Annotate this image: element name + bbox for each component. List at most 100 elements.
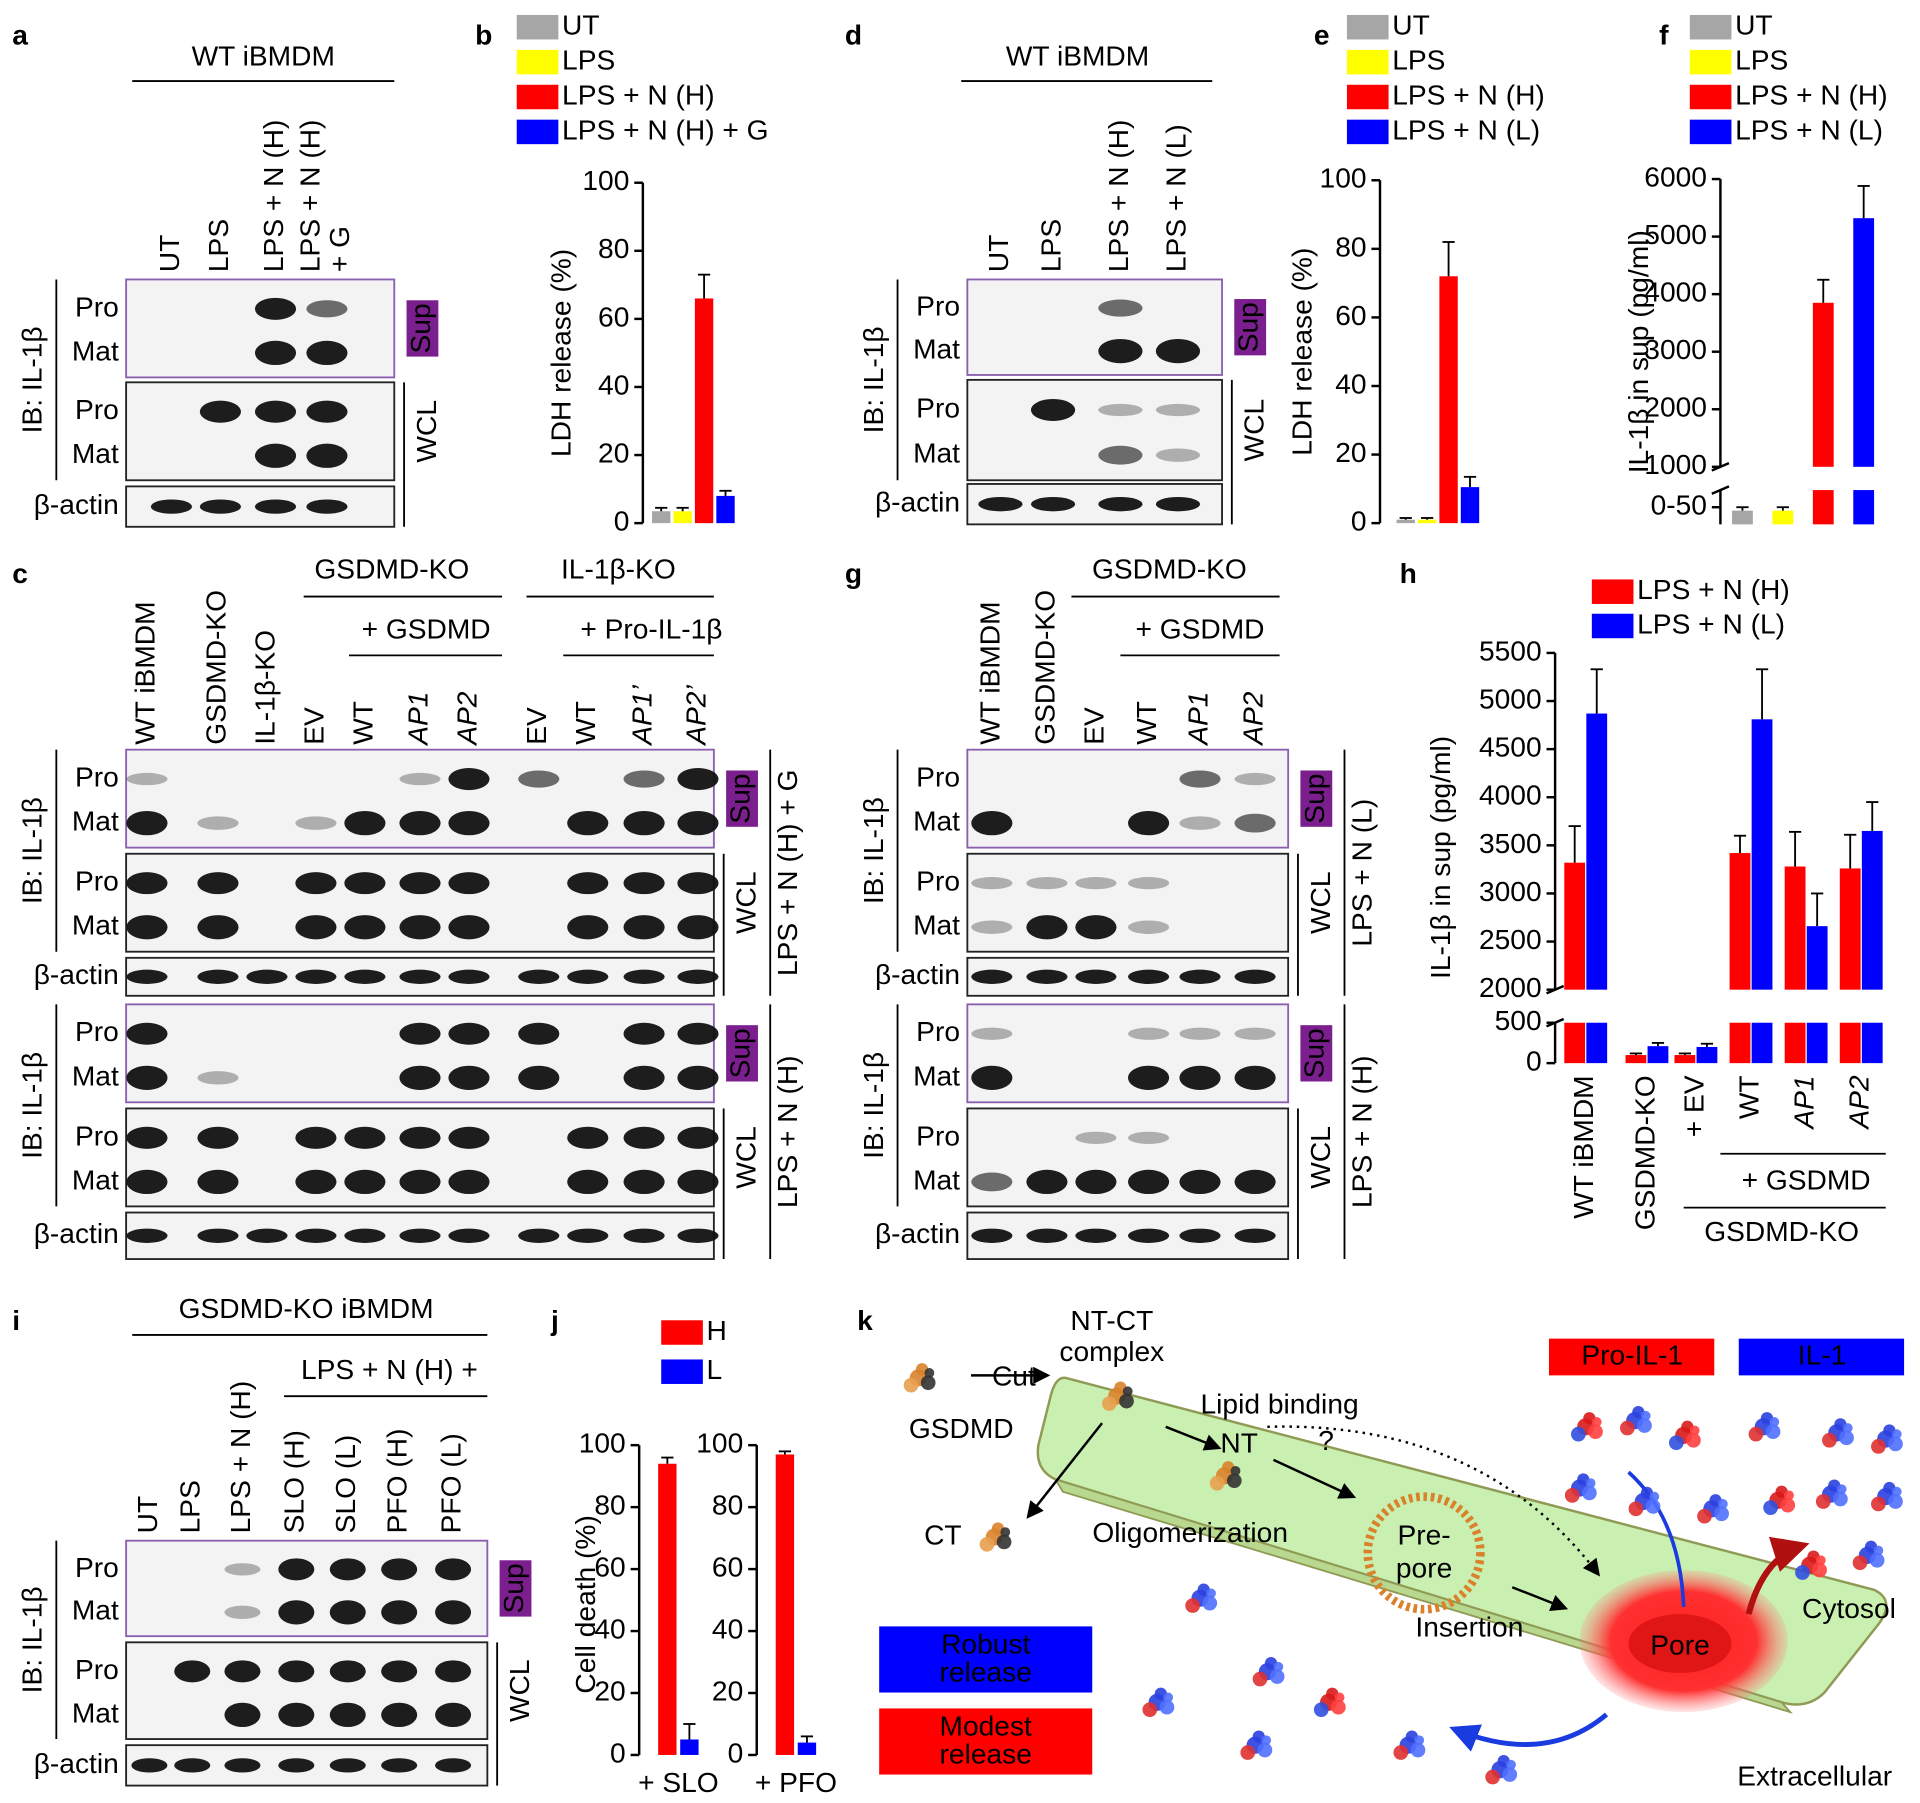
blot-band xyxy=(1128,811,1170,836)
row-label: β-actin xyxy=(34,959,119,990)
axis-break-gap xyxy=(1557,989,1896,1023)
diagram-label: Robust xyxy=(941,1628,1030,1659)
blot-band xyxy=(1098,403,1143,417)
modest-box xyxy=(879,1708,1093,1775)
diagram-label: release xyxy=(940,1657,1032,1688)
legend-swatch xyxy=(1689,49,1732,75)
blot-band xyxy=(1075,1169,1117,1195)
blot-band xyxy=(448,768,490,791)
blot-band xyxy=(1155,403,1201,417)
blot-band xyxy=(278,1600,315,1625)
bar xyxy=(1696,1046,1718,1064)
lane-label: LPS + N (H) xyxy=(225,1381,256,1534)
axis-break xyxy=(1711,485,1730,495)
row-label: β-actin xyxy=(875,487,960,518)
y-tick-label: 4500 xyxy=(1479,732,1542,763)
blot-band xyxy=(1026,1169,1068,1195)
group-label: GSDMD-KO xyxy=(1704,1216,1859,1247)
ib-label: IB: IL-1β xyxy=(17,1586,48,1693)
blot-band xyxy=(1179,770,1221,788)
y-tick-label: 0 xyxy=(728,1737,744,1768)
blot-band xyxy=(623,1126,665,1149)
bar xyxy=(1784,866,1806,1064)
protein-icon xyxy=(1313,1702,1329,1718)
y-tick-label: 60 xyxy=(712,1552,743,1583)
protein-icon xyxy=(1142,1702,1158,1718)
y-tick-label: 80 xyxy=(594,1490,625,1521)
protein-icon xyxy=(1226,1473,1242,1489)
row-label: β-actin xyxy=(875,959,960,990)
row-label: Pro xyxy=(75,1120,119,1151)
row-label: Mat xyxy=(913,438,960,469)
bar xyxy=(1460,487,1480,524)
lane-label: UT xyxy=(132,1496,163,1534)
row-label: Pro xyxy=(916,761,960,792)
bar xyxy=(1625,1055,1647,1064)
blot-band xyxy=(435,1660,472,1683)
blot-band xyxy=(278,1758,315,1773)
blot-band xyxy=(567,1126,609,1149)
blot-band xyxy=(306,443,348,468)
wcl-label: WCL xyxy=(731,871,762,934)
wcl-label: WCL xyxy=(411,400,442,463)
diagram-label: pore xyxy=(1396,1553,1452,1584)
blot-band xyxy=(399,1126,441,1149)
blot-band xyxy=(1179,1228,1221,1243)
legend-swatch xyxy=(1689,119,1732,145)
blot-band xyxy=(567,915,609,940)
condition-label: LPS + N (H) xyxy=(1347,1055,1378,1208)
diagram-label: Cytosol xyxy=(1802,1593,1896,1624)
blot-band xyxy=(1234,1169,1276,1195)
lane-label: IL-1β-KO xyxy=(249,630,280,745)
blot-band xyxy=(344,872,386,895)
y-tick-label: 20 xyxy=(1335,437,1366,468)
row-label: Pro xyxy=(916,1120,960,1151)
legend-swatch xyxy=(661,1359,703,1384)
lane-label: EV xyxy=(1078,707,1109,745)
blot-band xyxy=(971,1065,1013,1090)
blot-band xyxy=(399,772,441,786)
blot-band xyxy=(399,1169,441,1195)
protein-icon xyxy=(1869,1552,1885,1568)
bar xyxy=(1417,519,1437,524)
ib-label: IB: IL-1β xyxy=(17,326,48,433)
diagram-label: release xyxy=(940,1739,1032,1770)
blot-band xyxy=(381,1558,418,1581)
blot-band xyxy=(197,816,239,830)
protein-icon xyxy=(1852,1555,1868,1571)
x-tick-label: + SLO xyxy=(638,1767,719,1798)
blot-header: + Pro-IL-1β xyxy=(580,613,722,644)
blot-band xyxy=(1234,1065,1276,1090)
blot-band xyxy=(399,969,441,984)
pore-hole xyxy=(1628,1614,1732,1673)
arrow-olig xyxy=(1272,1458,1357,1499)
blot-band xyxy=(1098,496,1143,512)
sup-label: Sup xyxy=(498,1563,529,1613)
blot-band xyxy=(1179,1065,1221,1090)
blot-band xyxy=(623,1065,665,1090)
protein-icon xyxy=(1765,1424,1781,1440)
protein-icon xyxy=(1871,1496,1886,1512)
diagram-label: Pore xyxy=(1650,1630,1709,1661)
bar xyxy=(1586,713,1608,1064)
bar xyxy=(1853,218,1875,525)
protein-icon xyxy=(1506,1759,1516,1770)
blot-band xyxy=(1155,448,1201,462)
blot-band xyxy=(399,811,441,836)
legend-label: LPS xyxy=(562,45,615,76)
sup-tag xyxy=(1300,770,1333,827)
protein-icon xyxy=(920,1375,936,1391)
blot-band xyxy=(971,1027,1013,1040)
lane-label: LPS + N (H) xyxy=(295,120,326,273)
lane-label: PFO (H) xyxy=(382,1429,413,1534)
protein-icon xyxy=(1686,1432,1701,1448)
blot-band xyxy=(677,872,719,895)
legend-swatch xyxy=(516,14,559,40)
bar xyxy=(1439,276,1458,524)
blot-band xyxy=(126,1126,168,1149)
blot-band xyxy=(1179,816,1221,830)
y-tick-label: 4000 xyxy=(1644,277,1707,308)
protein-icon xyxy=(1564,1488,1580,1503)
bar xyxy=(775,1454,795,1755)
protein-icon xyxy=(1163,1692,1174,1703)
